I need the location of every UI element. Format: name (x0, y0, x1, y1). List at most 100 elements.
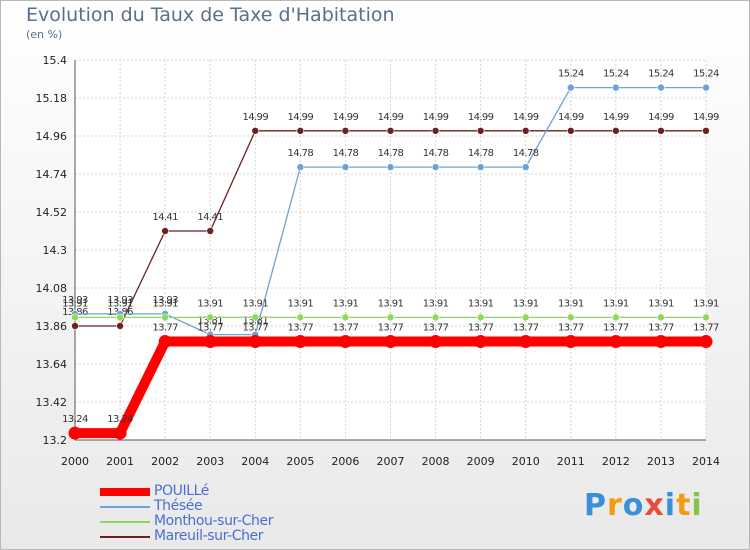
data-point-monthou-sur-cher (566, 313, 575, 322)
data-point-monthou-sur-cher (251, 313, 260, 322)
legend-swatch (100, 536, 150, 538)
y-tick-label: 14.3 (43, 244, 68, 257)
data-label-monthou-sur-cher: 13.91 (242, 298, 268, 309)
data-label-pouill: 13.77 (378, 323, 404, 334)
line-chart: 13.2 13.42 13.64 13.86 14.08 14.3 14.52 14.74 14… (36, 54, 721, 468)
x-tick-label: 2005 (286, 455, 314, 468)
data-point-pouill (474, 335, 488, 349)
legend-swatch (100, 488, 150, 496)
data-label-mareuil-sur-cher: 14.99 (423, 112, 449, 123)
data-label-mareuil-sur-cher: 14.99 (333, 112, 359, 123)
data-label-th-s-e: 13.93 (62, 295, 88, 306)
data-label-th-s-e: 14.78 (513, 148, 539, 159)
data-point-th-s-e (341, 163, 350, 171)
data-point-th-s-e (612, 83, 620, 92)
data-label-monthou-sur-cher: 13.91 (693, 298, 719, 309)
data-label-th-s-e: 14.78 (333, 148, 359, 159)
data-point-mareuil-sur-cher (702, 127, 710, 135)
data-point-th-s-e (521, 163, 530, 171)
data-point-monthou-sur-cher (702, 313, 710, 322)
data-label-mareuil-sur-cher: 14.99 (603, 112, 629, 123)
data-point-th-s-e (566, 83, 575, 92)
data-label-mareuil-sur-cher: 14.41 (152, 212, 178, 223)
data-point-th-s-e (702, 83, 710, 92)
data-label-monthou-sur-cher: 13.91 (333, 298, 359, 309)
data-point-mareuil-sur-cher (657, 127, 665, 135)
data-point-mareuil-sur-cher (612, 127, 620, 135)
data-label-mareuil-sur-cher: 14.99 (648, 112, 674, 123)
data-point-pouill (158, 335, 172, 349)
data-label-pouill: 13.77 (423, 323, 449, 334)
x-tick-label: 2004 (241, 455, 269, 468)
data-point-pouill (248, 335, 262, 349)
x-tick-label: 2001 (106, 455, 134, 468)
data-point-monthou-sur-cher (161, 313, 169, 322)
data-label-monthou-sur-cher: 13.91 (107, 298, 133, 309)
data-point-monthou-sur-cher (431, 313, 440, 322)
data-label-th-s-e: 15.24 (693, 69, 719, 80)
data-point-mareuil-sur-cher (71, 322, 79, 330)
data-point-pouill (68, 426, 82, 440)
x-tick-label: 2000 (61, 455, 89, 468)
data-label-pouill: 13.77 (603, 323, 629, 334)
data-label-pouill: 13.77 (513, 323, 539, 334)
chart-title: Evolution du Taux de Taxe d'Habitation (26, 4, 395, 26)
legend-label: POUILLé (154, 483, 210, 499)
data-point-pouill (113, 426, 127, 440)
data-label-monthou-sur-cher: 13.91 (378, 298, 404, 309)
data-point-mareuil-sur-cher (566, 127, 575, 135)
data-point-th-s-e (386, 163, 395, 171)
data-label-th-s-e: 15.24 (603, 69, 629, 80)
data-point-mareuil-sur-cher (521, 127, 530, 135)
x-tick-label: 2013 (647, 455, 675, 468)
data-label-th-s-e: 14.78 (468, 148, 494, 159)
data-point-mareuil-sur-cher (116, 322, 124, 330)
logo-letter: x (644, 488, 665, 523)
data-label-mareuil-sur-cher: 14.41 (197, 212, 223, 223)
data-label-th-s-e: 13.93 (107, 295, 133, 306)
data-label-monthou-sur-cher: 13.91 (423, 298, 449, 309)
data-label-th-s-e: 14.78 (378, 148, 404, 159)
data-point-pouill (564, 335, 578, 349)
logo-letter: P (584, 488, 607, 523)
data-label-mareuil-sur-cher: 14.99 (378, 112, 404, 123)
y-tick-label: 14.74 (36, 168, 68, 181)
data-point-pouill (654, 335, 668, 349)
data-label-pouill: 13.77 (152, 323, 178, 334)
proxiti-logo: Proxiti (584, 488, 703, 523)
data-label-pouill: 13.77 (197, 323, 223, 334)
data-label-pouill: 13.77 (558, 323, 584, 334)
x-tick-label: 2008 (422, 455, 450, 468)
y-tick-label: 14.96 (36, 130, 68, 143)
x-tick-label: 2003 (196, 455, 224, 468)
data-point-monthou-sur-cher (476, 313, 485, 322)
data-point-monthou-sur-cher (521, 313, 530, 322)
data-point-th-s-e (476, 163, 485, 171)
data-label-mareuil-sur-cher: 14.99 (468, 112, 494, 123)
data-label-mareuil-sur-cher: 14.99 (693, 112, 719, 123)
y-tick-label: 13.2 (43, 434, 68, 447)
legend-label: Mareuil-sur-Cher (154, 528, 264, 544)
data-label-th-s-e: 14.78 (288, 148, 314, 159)
data-label-monthou-sur-cher: 13.91 (603, 298, 629, 309)
data-label-pouill: 13.77 (288, 323, 314, 334)
y-tick-label: 13.86 (36, 320, 68, 333)
data-label-monthou-sur-cher: 13.91 (197, 298, 223, 309)
data-point-pouill (293, 335, 307, 349)
data-label-mareuil-sur-cher: 14.99 (242, 112, 268, 123)
data-point-monthou-sur-cher (206, 313, 215, 322)
data-label-th-s-e: 15.24 (648, 69, 674, 80)
data-point-mareuil-sur-cher (386, 127, 395, 135)
logo-letter: r (607, 488, 623, 523)
x-tick-label: 2006 (331, 455, 359, 468)
data-label-monthou-sur-cher: 13.91 (152, 298, 178, 309)
data-label-mareuil-sur-cher: 14.99 (558, 112, 584, 123)
logo-letter: o (622, 488, 645, 523)
data-label-monthou-sur-cher: 13.91 (513, 298, 539, 309)
data-label-pouill: 13.77 (648, 323, 674, 334)
data-label-monthou-sur-cher: 13.91 (62, 298, 88, 309)
x-tick-label: 2012 (602, 455, 630, 468)
y-tick-label: 15.18 (36, 92, 68, 105)
y-tick-label: 14.08 (36, 282, 68, 295)
data-point-th-s-e (657, 83, 665, 92)
